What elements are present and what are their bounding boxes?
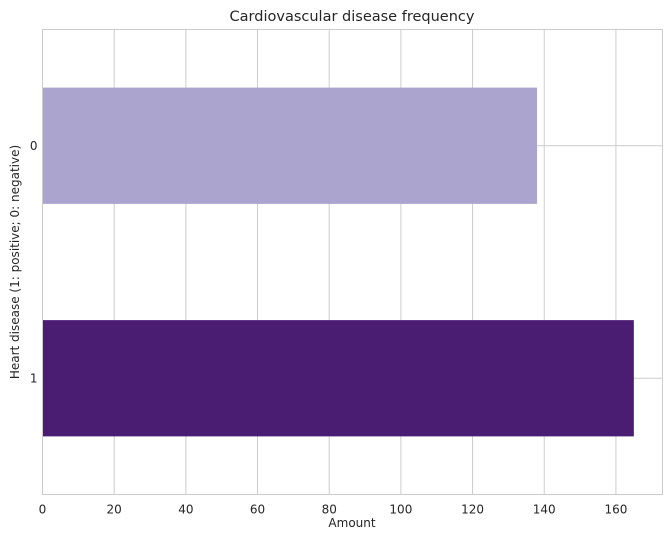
x-axis-label: Amount xyxy=(328,516,375,530)
x-tick-label: 160 xyxy=(604,503,627,517)
x-tick-label: 0 xyxy=(39,503,47,517)
x-tick-labels: 0 20 40 60 80 100 120 140 160 xyxy=(39,503,628,517)
x-tick-label: 40 xyxy=(178,503,193,517)
x-tick-label: 100 xyxy=(389,503,412,517)
y-tick-label: 1 xyxy=(30,371,38,385)
plot-frame xyxy=(42,29,663,495)
bar-0 xyxy=(42,87,538,204)
y-tick-label: 0 xyxy=(30,139,38,153)
x-tick-label: 120 xyxy=(461,503,484,517)
x-tick-label: 80 xyxy=(322,503,337,517)
bars-layer xyxy=(42,87,634,437)
x-tick-label: 140 xyxy=(533,503,556,517)
y-axis-label: Heart disease (1: positive; 0: negative) xyxy=(8,145,22,379)
chart-title: Cardiovascular disease frequency xyxy=(230,9,475,25)
bar-1 xyxy=(42,320,634,437)
x-tick-label: 20 xyxy=(107,503,122,517)
y-tick-labels: 01 xyxy=(30,139,38,386)
x-tick-label: 60 xyxy=(250,503,265,517)
